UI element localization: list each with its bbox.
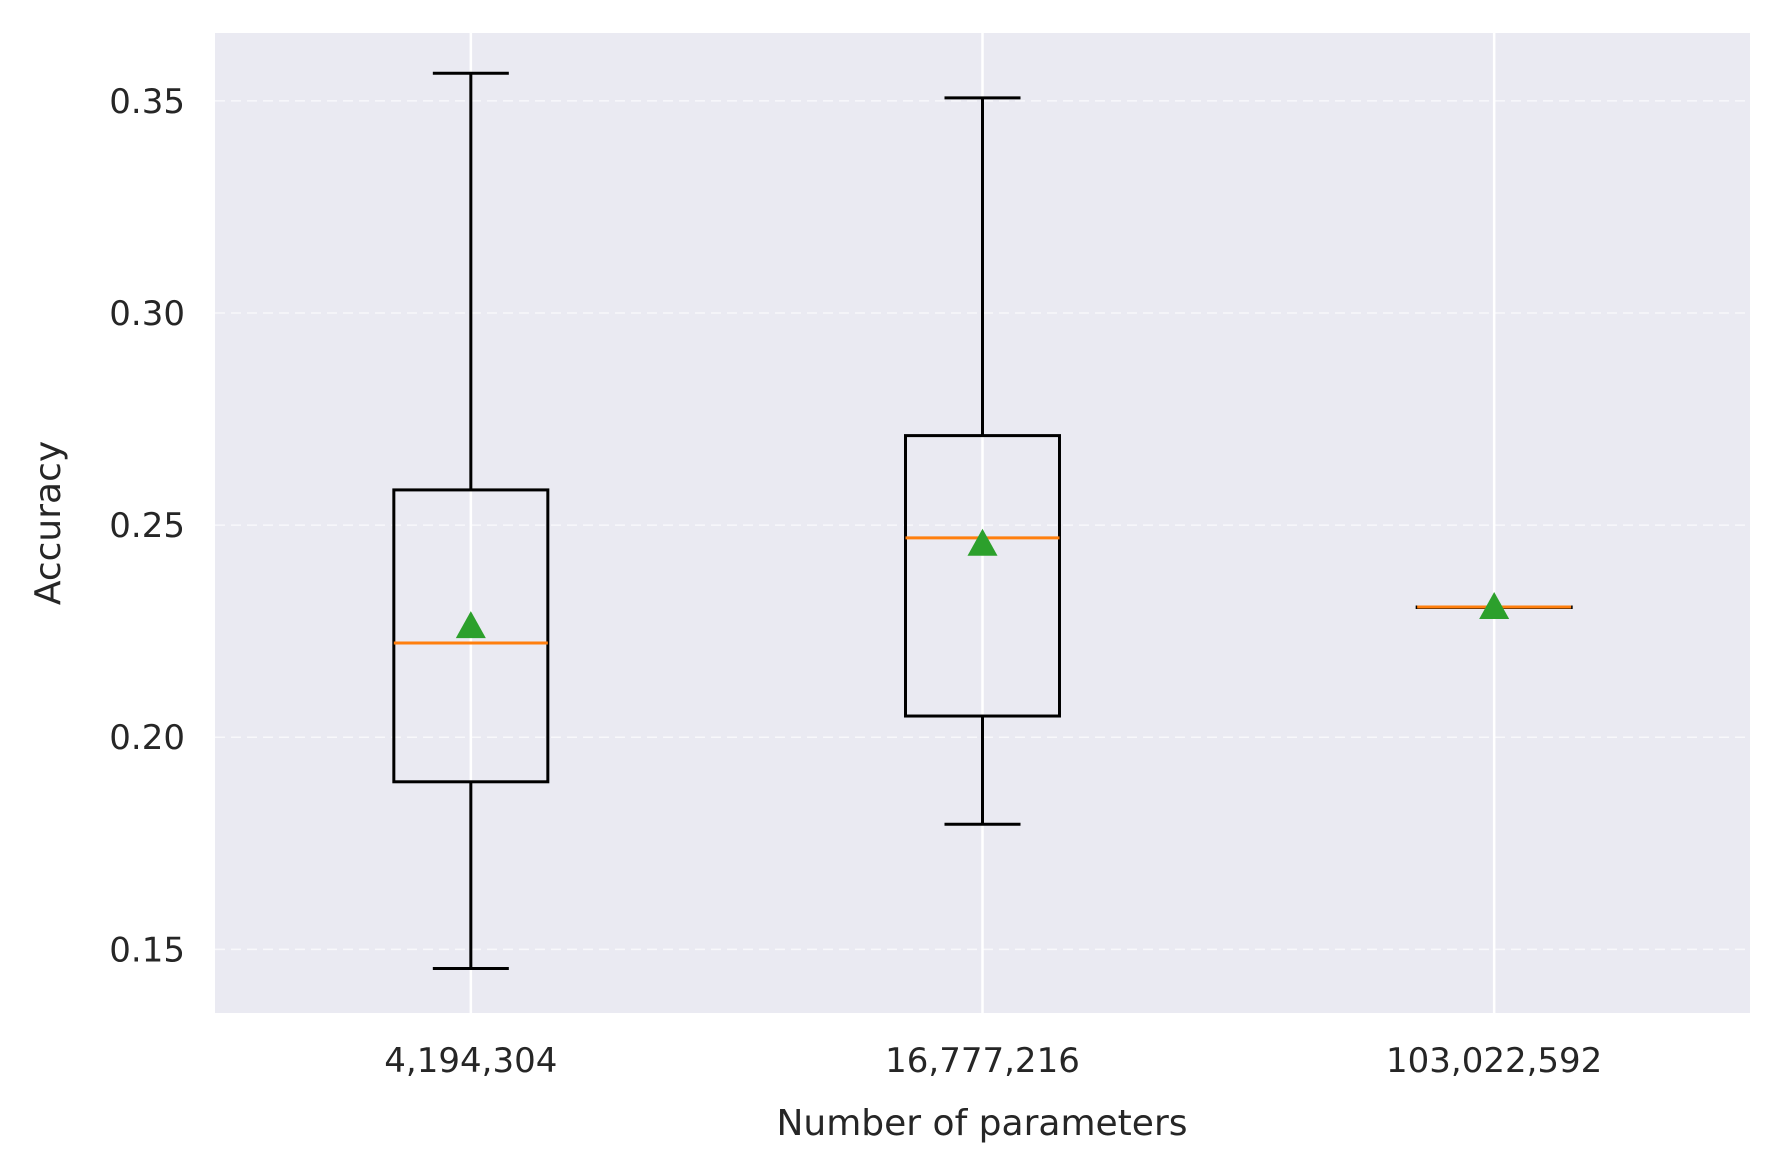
x-tick-label: 16,777,216 (885, 1041, 1080, 1081)
x-tick-label: 103,022,592 (1386, 1041, 1602, 1081)
box-2 (904, 96, 1061, 826)
x-axis-label: Number of parameters (776, 1103, 1187, 1144)
boxes (392, 71, 1573, 970)
y-tick-label: 0.20 (109, 718, 185, 758)
x-tick-label: 4,194,304 (384, 1041, 557, 1081)
iqr-box (904, 434, 1061, 718)
mean-marker (455, 611, 486, 639)
y-tick-label: 0.25 (109, 506, 185, 546)
y-tick-label: 0.30 (109, 294, 185, 334)
iqr-box (392, 488, 550, 784)
mean-marker (1479, 592, 1510, 619)
y-tick-label: 0.35 (109, 82, 185, 122)
y-tick-label: 0.15 (109, 930, 185, 970)
y-axis-label: Accuracy (28, 441, 69, 605)
mean-marker (967, 528, 998, 556)
ticks: 0.15 0.20 0.25 0.30 0.35 4,194,304 16,777,216 1… (109, 82, 1602, 1081)
box-3 (1415, 592, 1573, 619)
box-1 (392, 71, 550, 970)
